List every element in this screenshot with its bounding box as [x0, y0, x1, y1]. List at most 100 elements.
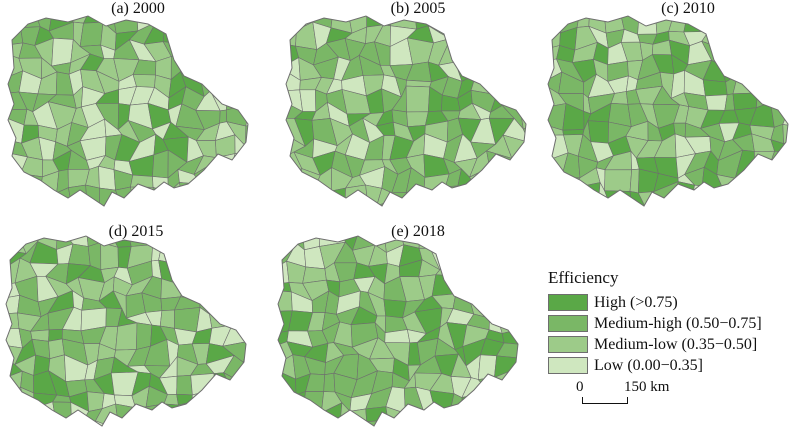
map-region: [389, 197, 413, 206]
map-region: [330, 207, 349, 220]
map-regions: [286, 16, 526, 220]
map-region: [465, 274, 488, 299]
map-region: [642, 209, 660, 221]
map-region: [548, 174, 565, 193]
map-region: [445, 185, 465, 206]
legend-title: Efficiency: [548, 268, 619, 287]
map-region: [463, 410, 490, 426]
map-region: [405, 85, 431, 113]
map-region: [176, 374, 193, 396]
map-region: [134, 202, 154, 206]
legend-label-high: High (>0.75): [594, 293, 678, 311]
map-region: [240, 23, 248, 51]
map-outline: [7, 15, 249, 207]
map-region: [196, 424, 213, 426]
map-region: [453, 44, 474, 63]
scale-label-distance: 150 km: [624, 379, 670, 395]
map-region: [278, 404, 295, 426]
map-region: [518, 88, 526, 112]
map-region: [477, 354, 497, 380]
legend-item-medium-high: Medium-high (0.50−0.75]: [548, 313, 762, 334]
map-region: [510, 236, 518, 244]
map-region: [763, 53, 788, 80]
map-region: [457, 185, 480, 206]
map-region: [344, 202, 370, 206]
map-region: [127, 236, 154, 247]
map-region: [209, 32, 234, 46]
map-region: [653, 207, 676, 220]
map-region: [52, 201, 75, 206]
map-region: [226, 184, 248, 206]
map-region: [450, 408, 466, 426]
map-region: [190, 373, 215, 396]
legend-swatch-medium-low: [548, 336, 588, 353]
map-region: [223, 258, 241, 276]
map-region: [763, 74, 788, 92]
map-region: [773, 186, 788, 203]
map-region: [52, 401, 72, 426]
map-region: [79, 21, 104, 47]
map-region: [210, 16, 234, 34]
map-region: [781, 39, 788, 67]
scale-bar: 0 150 km: [576, 378, 670, 404]
map-region: [558, 207, 577, 220]
map-region: [608, 206, 632, 220]
map-region: [766, 22, 786, 50]
map-region: [477, 274, 505, 298]
map-region: [194, 16, 213, 34]
map-region: [237, 406, 246, 426]
map-region: [486, 264, 501, 287]
map-region: [781, 171, 788, 195]
map-region: [766, 172, 783, 195]
map-region: [486, 16, 512, 30]
map-region: [507, 16, 526, 30]
map-2000: [7, 15, 249, 207]
map-region: [293, 421, 311, 426]
map-region: [303, 407, 322, 426]
map-region: [405, 191, 425, 206]
map-region: [184, 265, 196, 287]
map-region: [6, 236, 27, 254]
panel-title-2018: (e) 2018: [391, 223, 445, 240]
map-region: [479, 423, 507, 426]
map-region: [573, 204, 599, 206]
map-region: [498, 409, 518, 426]
map-region: [211, 56, 231, 77]
map-region: [735, 203, 757, 206]
map-region: [507, 186, 526, 200]
map-region: [178, 236, 201, 254]
map-region: [671, 207, 696, 220]
map-region: [604, 169, 633, 192]
map-region: [496, 242, 518, 270]
legend-label-medium-low: Medium-low (0.35−0.50]: [594, 335, 758, 353]
map-region: [732, 16, 758, 35]
map-region: [701, 185, 725, 206]
map-region: [278, 236, 297, 245]
map-region: [6, 370, 23, 399]
map-region: [337, 427, 359, 434]
panel-title-2000: (a) 2000: [111, 0, 165, 17]
map-region: [286, 168, 303, 190]
map-region: [175, 16, 204, 25]
map-region: [15, 181, 43, 206]
map-outline: [547, 15, 789, 207]
map-region: [490, 61, 514, 80]
map-region: [194, 281, 219, 300]
map-region: [152, 149, 169, 179]
map-region: [477, 244, 501, 270]
map-region: [708, 16, 724, 32]
map-region: [755, 69, 765, 94]
map-region: [782, 104, 788, 128]
map-region: [548, 16, 561, 34]
panel-title-2015: (d) 2015: [108, 223, 164, 240]
map-region: [450, 275, 470, 299]
map-region: [208, 165, 237, 194]
map-region: [422, 198, 447, 206]
map-region: [451, 423, 471, 426]
map-region: [442, 200, 465, 206]
map-region: [174, 307, 201, 333]
map-region: [429, 390, 455, 411]
map-region: [239, 374, 246, 399]
map-region: [571, 182, 601, 206]
map-region: [323, 372, 336, 393]
